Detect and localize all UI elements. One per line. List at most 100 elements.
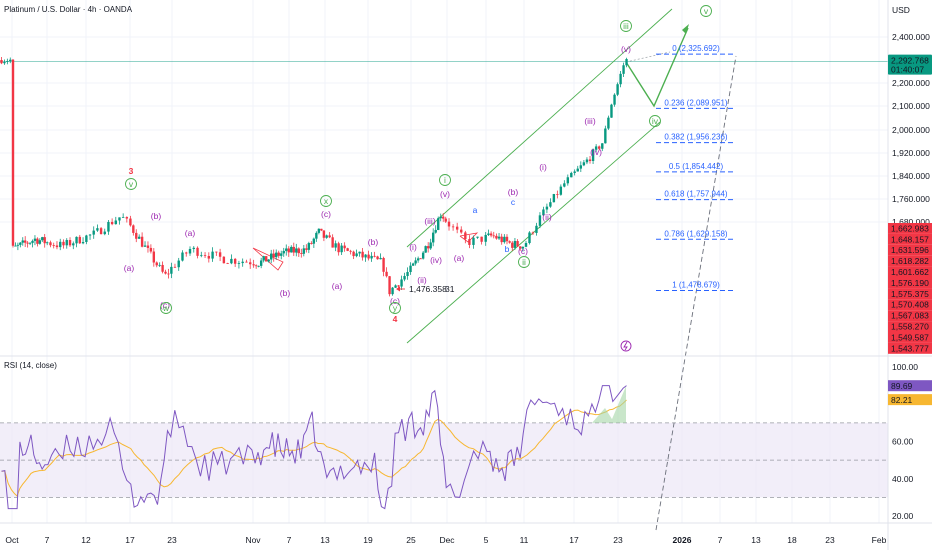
- candle-body: [591, 149, 595, 162]
- time-tick-label: 11: [520, 535, 529, 545]
- rsi-ma-label: 82.21: [891, 395, 913, 405]
- candle-body: [622, 65, 625, 74]
- candle-body: [325, 235, 328, 238]
- candle-body: [388, 276, 391, 295]
- candle-body: [200, 255, 203, 257]
- candle-body: [594, 146, 598, 150]
- elliott-wave-labels: 3v(a)(b)(c)w(a)(b)x(c)(a)(b)(c)y4(i)(ii)…: [124, 5, 712, 352]
- price-tick-label: 2,100.000: [892, 101, 930, 111]
- candle-body: [442, 216, 445, 219]
- candle-body: [307, 243, 311, 250]
- candle-body: [414, 260, 417, 264]
- candle-body: [143, 245, 147, 247]
- candle-body: [538, 215, 542, 226]
- wave-label: (b): [151, 211, 162, 221]
- projection-path: [625, 27, 689, 108]
- candle-body: [358, 251, 361, 254]
- current-price-label: 2,292.768: [891, 56, 929, 66]
- candle-body: [170, 266, 173, 274]
- candle-body: [285, 248, 288, 251]
- price-tag-box: [888, 233, 932, 245]
- time-tick-label: 25: [406, 535, 416, 545]
- candle-body: [92, 230, 95, 235]
- candle-body: [492, 235, 495, 237]
- candle-body: [254, 265, 258, 267]
- rsi-line: [1, 385, 627, 510]
- candle-body: [545, 206, 549, 210]
- candle-body: [503, 236, 506, 243]
- price-tag-label: 1,549.587: [891, 332, 929, 342]
- candle-body: [376, 256, 379, 260]
- candle-body: [598, 146, 601, 149]
- candle-body: [487, 233, 490, 235]
- price-tag-label: 1,631.596: [891, 245, 929, 255]
- price-tag-label: 1,648.157: [891, 234, 929, 244]
- fib-level-label: 0.5 (1,854.442): [669, 162, 724, 171]
- wave-label: v: [704, 6, 709, 16]
- candle-body: [88, 234, 92, 236]
- wave-label: (iv): [430, 255, 442, 265]
- wave-circle: [439, 174, 451, 186]
- time-tick-label: 2026: [673, 535, 692, 545]
- candle-body: [519, 246, 522, 249]
- candle-body: [607, 117, 610, 129]
- candle-body: [78, 236, 82, 244]
- time-tick-label: 19: [363, 535, 373, 545]
- candle-body: [14, 245, 17, 247]
- low-annotation-suffix: 31: [445, 284, 455, 294]
- candle-body: [270, 253, 273, 260]
- wave-label: (c): [518, 246, 528, 256]
- candle-body: [406, 272, 409, 277]
- candle-body: [280, 253, 283, 256]
- candle-body: [207, 255, 211, 259]
- candle-body: [16, 244, 20, 246]
- candle-body: [476, 236, 479, 238]
- candle-body: [125, 217, 129, 219]
- candle-body: [155, 262, 158, 266]
- candle-body: [233, 258, 237, 264]
- candle-body: [177, 260, 180, 268]
- candle-body: [340, 245, 343, 253]
- candle-body: [222, 256, 226, 264]
- candle-body: [559, 186, 563, 195]
- candle-body: [110, 221, 114, 225]
- price-tick-label: 2,000.000: [892, 125, 930, 135]
- red-triangle-pattern: [459, 232, 479, 243]
- price-tag-box: [888, 255, 932, 267]
- rsi-title[interactable]: RSI (14, close): [4, 361, 57, 370]
- wave-label: (iii): [424, 216, 435, 226]
- candle-body: [416, 258, 420, 261]
- candle-body: [400, 279, 403, 287]
- candle-body: [103, 231, 106, 235]
- candle-body: [114, 220, 117, 225]
- candle-body: [437, 218, 440, 230]
- low-marker-arrow: [396, 286, 400, 292]
- wave-circle: [160, 302, 172, 314]
- candle-body: [379, 257, 382, 260]
- candle-body: [419, 258, 422, 260]
- candle-body: [542, 209, 545, 216]
- time-tick-label: 5: [484, 535, 489, 545]
- candle-body: [146, 245, 150, 248]
- wave-label: ii: [522, 257, 526, 267]
- candle-body: [96, 228, 99, 231]
- time-tick-label: Oct: [5, 535, 19, 545]
- candle-body: [610, 104, 613, 118]
- candle-body: [439, 216, 442, 219]
- candle-body: [582, 162, 586, 166]
- candle-body: [137, 236, 141, 239]
- candle-body: [132, 225, 135, 233]
- price-tag-box: [888, 266, 932, 278]
- wave-label: (c): [160, 300, 170, 310]
- time-tick-label: Feb: [872, 535, 887, 545]
- candle-body: [573, 171, 576, 173]
- candle-body: [65, 240, 68, 246]
- candle-body: [272, 253, 275, 258]
- candle-body: [468, 239, 471, 245]
- candle-body: [500, 236, 503, 243]
- symbol-title[interactable]: Platinum / U.S. Dollar · 4h · OANDA: [4, 5, 133, 14]
- candle-body: [173, 266, 177, 268]
- price-tag-box: [888, 288, 932, 300]
- price-tag-label: 1,601.662: [891, 267, 929, 277]
- wave-label: (i): [539, 162, 547, 172]
